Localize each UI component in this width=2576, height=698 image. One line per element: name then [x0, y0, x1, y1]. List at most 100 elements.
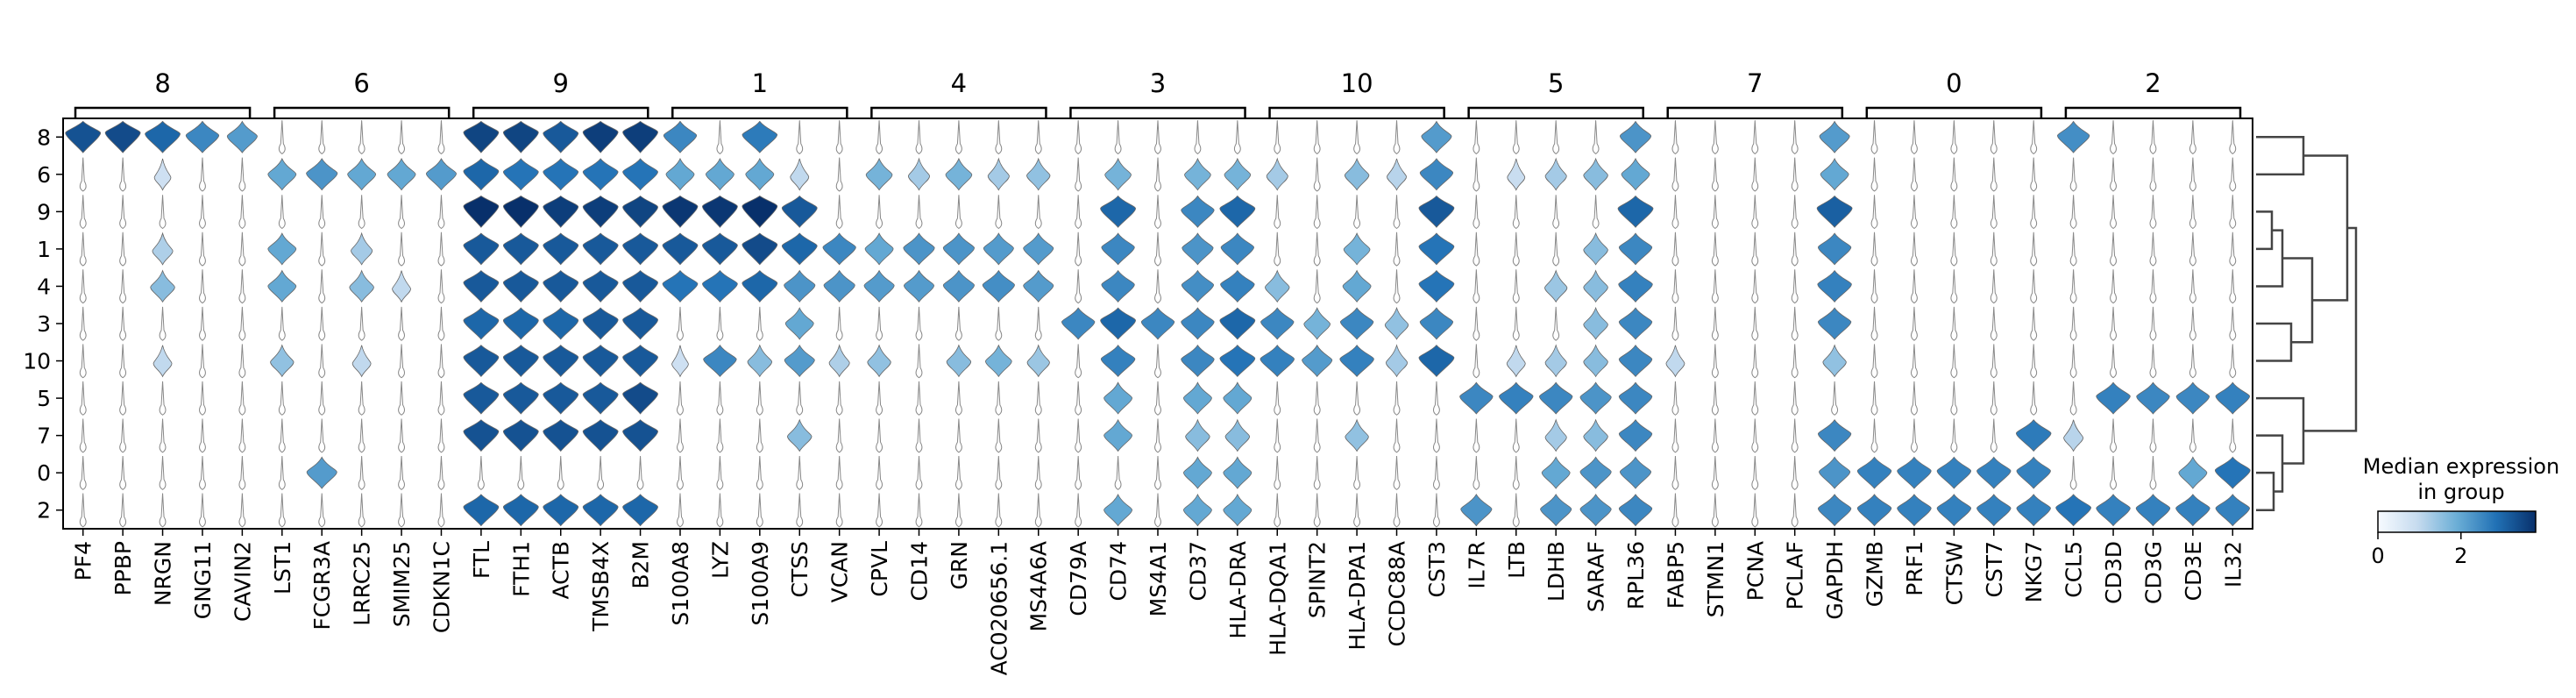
violin-3-HLA-DRA	[1219, 307, 1256, 340]
violin-shape	[2057, 120, 2090, 153]
violin-shape	[238, 344, 246, 379]
violin-shape	[437, 381, 445, 416]
violin-shape	[1182, 232, 1214, 266]
violin-7-FTH1	[502, 419, 539, 452]
violin-shape	[1313, 120, 1321, 155]
violin-shape	[1104, 157, 1132, 191]
violin-shape	[1791, 344, 1799, 379]
violin-4-IL7R	[1473, 269, 1480, 304]
violin-shape	[1353, 381, 1360, 416]
violin-shape	[1990, 306, 1998, 341]
violin-8-TMSB4X	[582, 120, 619, 153]
violin-shape	[1870, 120, 1878, 155]
violin-1-CTSS	[781, 232, 818, 266]
violin-shape	[2229, 269, 2237, 304]
violin-shape	[267, 269, 297, 303]
violin-shape	[398, 120, 405, 155]
violin-6-CDKN1C	[425, 158, 457, 191]
violin-6-VCAN	[835, 157, 843, 192]
violin-shape	[199, 344, 206, 379]
violin-1-CD74	[1101, 232, 1135, 266]
group-label: 2	[2145, 68, 2161, 98]
violin-2-CPVL	[876, 493, 883, 528]
violin-6-PPBP	[119, 157, 127, 192]
violin-shape	[1114, 120, 1122, 155]
violin-9-CD14	[915, 195, 923, 230]
violin-shape	[2229, 157, 2237, 192]
violin-0-HLA-DPA1	[1353, 456, 1360, 490]
violin-shape	[278, 493, 286, 528]
violin-1-GZMB	[1870, 231, 1878, 267]
violin-4-ACTB	[543, 269, 579, 303]
violin-1-LYZ	[702, 232, 738, 266]
violin-shape	[306, 158, 338, 191]
violin-7-CD3D	[2110, 418, 2117, 453]
violin-6-HLA-DPA1	[1344, 157, 1370, 191]
violin-shape	[1711, 269, 1719, 304]
violin-shape	[1552, 120, 1560, 155]
violin-shape	[2069, 157, 2077, 192]
violin-shape	[955, 493, 962, 528]
violin-shape	[1791, 493, 1799, 528]
violin-shape	[502, 232, 539, 266]
violin-10-CCDC88A	[1385, 344, 1409, 378]
violin-6-GAPDH	[1820, 157, 1849, 191]
violin-8-NRGN	[145, 120, 181, 153]
violin-5-HLA-DPA1	[1353, 381, 1360, 416]
violin-3-SPINT2	[1303, 307, 1331, 340]
violin-shape	[278, 381, 286, 416]
violin-shape	[995, 456, 1003, 490]
violin-shape	[1512, 120, 1520, 155]
violin-5-CCDC88A	[1393, 381, 1401, 416]
violin-shape	[398, 195, 405, 230]
violin-1-PF4	[79, 231, 87, 267]
violin-9-CAVIN2	[238, 195, 246, 230]
violin-shape	[425, 158, 457, 191]
violin-7-PCLAF	[1791, 418, 1799, 453]
violin-7-IL32	[2229, 418, 2237, 453]
violin-10-HLA-DRA	[1219, 345, 1256, 378]
violin-shape	[150, 269, 175, 303]
violin-10-CD74	[1100, 344, 1136, 378]
violin-2-LST1	[278, 493, 286, 528]
violin-1-CD79A	[1075, 231, 1082, 267]
violin-shape	[2110, 344, 2117, 379]
violin-0-FTL	[477, 456, 485, 490]
violin-shape	[79, 493, 87, 528]
violin-7-CCL5	[2063, 419, 2084, 452]
violin-shape	[716, 381, 724, 416]
violin-shape	[1154, 231, 1161, 267]
violin-2-LDHB	[1540, 494, 1572, 527]
violin-shape	[463, 381, 500, 415]
violin-0-GRN	[955, 456, 962, 490]
violin-1-CST7	[1990, 231, 1998, 267]
violin-shape	[2030, 231, 2038, 267]
violin-shape	[1791, 456, 1799, 490]
violin-7-CD37	[1185, 418, 1210, 452]
violin-shape	[876, 195, 883, 230]
violin-shape	[1023, 232, 1054, 266]
violin-shape	[1950, 306, 1958, 341]
violin-5-HLA-DQA1	[1274, 381, 1281, 416]
violin-5-S100A8	[677, 381, 684, 416]
x-tick-label: FCGR3A	[309, 541, 335, 630]
violin-shape	[1154, 456, 1161, 490]
violin-7-CD79A	[1075, 418, 1082, 453]
violin-1-PCNA	[1751, 231, 1759, 267]
violin-shape	[119, 306, 127, 341]
x-tick-label: SMIM25	[389, 541, 415, 627]
violin-3-IL32	[2229, 306, 2237, 341]
violin-shape	[199, 493, 206, 528]
violin-10-CPVL	[867, 344, 891, 378]
violin-2-S100A9	[756, 493, 763, 528]
violin-5-MS4A6A	[1034, 381, 1042, 416]
violin-5-AC020656.1	[995, 381, 1003, 416]
violin-shape	[756, 493, 763, 528]
violin-7-AC020656.1	[995, 418, 1003, 453]
violin-shape	[238, 493, 246, 528]
x-tick-label: GZMB	[1863, 541, 1888, 607]
y-tick-label: 0	[37, 460, 51, 486]
violin-shape	[582, 381, 619, 415]
violin-2-NRGN	[159, 493, 167, 528]
violin-shape	[1950, 120, 1958, 155]
